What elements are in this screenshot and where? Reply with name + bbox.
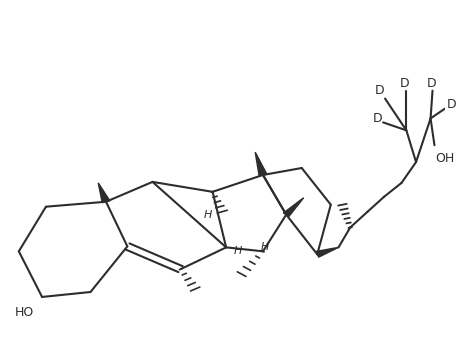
Text: D: D	[400, 77, 409, 90]
Text: OH: OH	[436, 152, 455, 165]
Polygon shape	[98, 183, 110, 203]
Text: D: D	[427, 77, 436, 90]
Polygon shape	[284, 198, 304, 216]
Text: D: D	[447, 98, 457, 111]
Text: D: D	[372, 112, 382, 125]
Text: H: H	[234, 246, 242, 256]
Text: H: H	[203, 210, 212, 220]
Text: H: H	[261, 242, 269, 252]
Polygon shape	[255, 152, 267, 176]
Text: D: D	[375, 84, 384, 97]
Text: HO: HO	[15, 306, 34, 319]
Polygon shape	[316, 248, 338, 257]
